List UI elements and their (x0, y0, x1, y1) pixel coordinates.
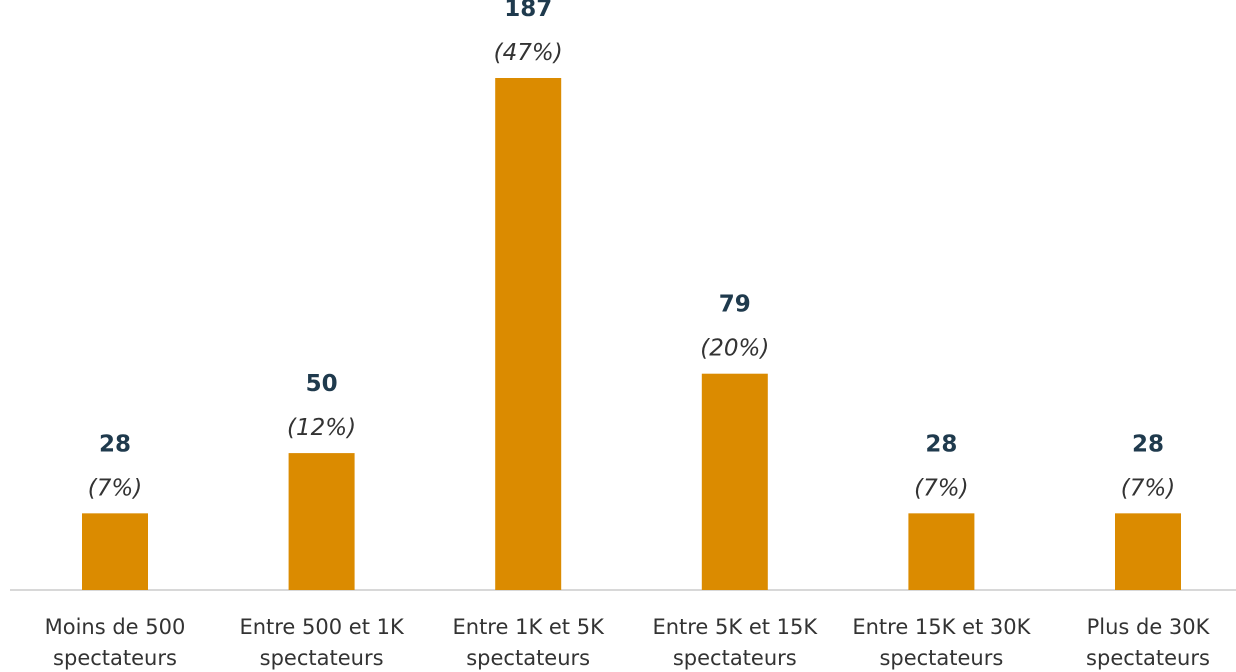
x-tick-label: Plus de 30K spectateurs (1086, 615, 1210, 670)
share-label: (47%) (494, 40, 563, 66)
value-label: 28 (925, 431, 957, 457)
bar (908, 513, 975, 590)
x-tick-label: Entre 1K et 5K spectateurs (452, 615, 604, 670)
bar (288, 453, 355, 590)
share-label: (7%) (88, 475, 142, 501)
x-tick-label: Moins de 500 spectateurs (44, 615, 186, 670)
share-label: (12%) (287, 415, 356, 441)
value-label: 79 (719, 292, 751, 318)
x-tick-label: Entre 15K et 30K spectateurs (852, 615, 1031, 670)
value-label: 187 (504, 0, 552, 22)
share-label: (7%) (1121, 475, 1175, 501)
x-tick-label: Entre 500 et 1K spectateurs (239, 615, 404, 670)
bar (82, 513, 148, 590)
bar (701, 373, 768, 590)
value-label: 28 (99, 431, 131, 457)
value-label: 50 (306, 371, 338, 397)
value-label: 28 (1132, 431, 1164, 457)
x-tick-label: Entre 5K et 15K spectateurs (652, 615, 818, 670)
share-label: (20%) (700, 336, 769, 362)
share-label: (7%) (914, 475, 968, 501)
bar (1115, 513, 1181, 590)
bar (495, 78, 562, 590)
